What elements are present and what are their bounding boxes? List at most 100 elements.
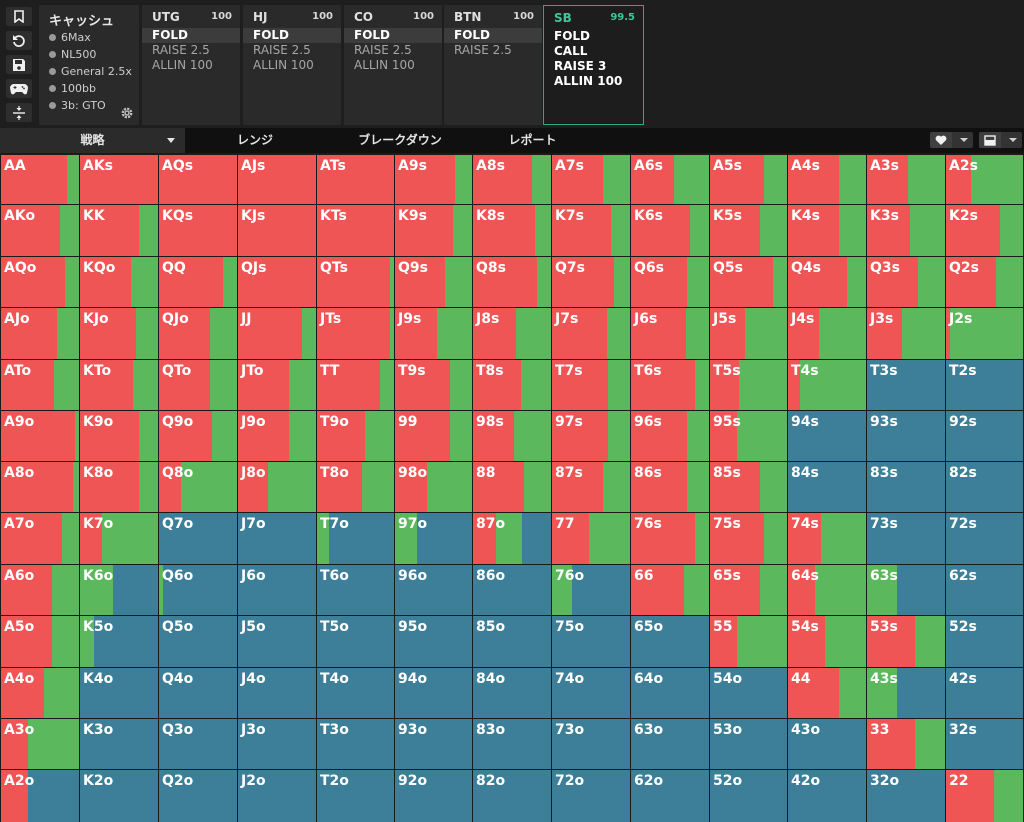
hand-cell[interactable]: AA [1,155,79,204]
hand-cell[interactable]: 72s [946,513,1023,564]
action-option[interactable]: FOLD [344,28,442,43]
hand-cell[interactable]: K8s [473,205,551,256]
action-option[interactable]: ALLIN 100 [152,58,213,72]
hand-cell[interactable]: K5s [710,205,787,256]
action-option[interactable]: RAISE 3 [554,59,607,73]
hand-cell[interactable]: 95s [710,411,787,461]
hand-cell[interactable]: 73o [552,719,630,769]
hand-cell[interactable]: 42s [946,668,1023,718]
hand-cell[interactable]: 65o [631,616,709,667]
hand-cell[interactable]: Q4o [159,668,237,718]
hand-cell[interactable]: QJo [159,308,237,359]
hand-cell[interactable]: Q2s [946,257,1023,307]
hand-cell[interactable]: Q9s [395,257,472,307]
hand-cell[interactable]: Q7o [159,513,237,564]
action-option[interactable]: ALLIN 100 [354,58,415,72]
hand-cell[interactable]: AJs [238,155,316,204]
hand-cell[interactable]: A6s [631,155,709,204]
hand-cell[interactable]: 87o [473,513,551,564]
hand-cell[interactable]: 97s [552,411,630,461]
action-option[interactable]: FOLD [243,28,341,43]
hand-cell[interactable]: QTo [159,360,237,410]
hand-cell[interactable]: 99 [395,411,472,461]
save-icon[interactable] [6,55,32,74]
hand-cell[interactable]: J6s [631,308,709,359]
layout-icon[interactable] [979,132,1001,148]
hand-cell[interactable]: AKo [1,205,79,256]
action-option[interactable]: ALLIN 100 [554,74,623,88]
hand-cell[interactable]: Q3s [867,257,945,307]
hand-cell[interactable]: J5o [238,616,316,667]
hand-cell[interactable]: J7o [238,513,316,564]
hand-cell[interactable]: 65s [710,565,787,615]
hand-cell[interactable]: AKs [80,155,158,204]
hand-cell[interactable]: AJo [1,308,79,359]
hand-cell[interactable]: K8o [80,462,158,512]
hand-cell[interactable]: 88 [473,462,551,512]
hand-cell[interactable]: A6o [1,565,79,615]
layout-dropdown[interactable] [979,132,1022,148]
hand-cell[interactable]: A3s [867,155,945,204]
hand-cell[interactable]: J4s [788,308,866,359]
hand-cell[interactable]: 43s [867,668,945,718]
hand-cell[interactable]: A9o [1,411,79,461]
hand-cell[interactable]: K7s [552,205,630,256]
hand-cell[interactable]: A2s [946,155,1023,204]
hand-cell[interactable]: 52s [946,616,1023,667]
hand-cell[interactable]: 42o [788,770,866,822]
hand-cell[interactable]: 53s [867,616,945,667]
hand-cell[interactable]: JTs [317,308,394,359]
hand-cell[interactable]: T3o [317,719,394,769]
hand-cell[interactable]: T7s [552,360,630,410]
hand-cell[interactable]: KTs [317,205,394,256]
hand-cell[interactable]: T7o [317,513,394,564]
hand-cell[interactable]: A8o [1,462,79,512]
hand-cell[interactable]: K9o [80,411,158,461]
hand-cell[interactable]: 96o [395,565,472,615]
hand-cell[interactable]: KQs [159,205,237,256]
hand-cell[interactable]: 64s [788,565,866,615]
hand-cell[interactable]: T9s [395,360,472,410]
hand-cell[interactable]: 87s [552,462,630,512]
collapse-icon[interactable] [6,103,32,122]
hand-cell[interactable]: 86o [473,565,551,615]
hand-cell[interactable]: 83s [867,462,945,512]
hand-cell[interactable]: Q3o [159,719,237,769]
hand-cell[interactable]: Q8o [159,462,237,512]
hand-cell[interactable]: A8s [473,155,551,204]
hand-cell[interactable]: 98o [395,462,472,512]
hand-cell[interactable]: A2o [1,770,79,822]
tab-strategy[interactable]: 戦略 [0,128,185,153]
hand-cell[interactable]: 82o [473,770,551,822]
hand-cell[interactable]: A9s [395,155,472,204]
hand-cell[interactable]: T3s [867,360,945,410]
action-option[interactable]: CALL [554,44,588,58]
position-hj[interactable]: HJ 100 FOLD RAISE 2.5 ALLIN 100 [243,5,341,125]
hand-cell[interactable]: K6o [80,565,158,615]
hand-cell[interactable]: J4o [238,668,316,718]
hand-cell[interactable]: T4s [788,360,866,410]
hand-cell[interactable]: 44 [788,668,866,718]
hand-cell[interactable]: A5o [1,616,79,667]
hand-cell[interactable]: Q4s [788,257,866,307]
hand-cell[interactable]: J2o [238,770,316,822]
hand-cell[interactable]: K3o [80,719,158,769]
hand-cell[interactable]: J9o [238,411,316,461]
hand-cell[interactable]: T8o [317,462,394,512]
hand-cell[interactable]: 84s [788,462,866,512]
hand-cell[interactable]: 54o [710,668,787,718]
hand-cell[interactable]: 52o [710,770,787,822]
action-option[interactable]: FOLD [444,28,542,43]
position-sb[interactable]: SB 99.5 FOLD CALL RAISE 3 ALLIN 100 [543,5,644,125]
hand-cell[interactable]: 66 [631,565,709,615]
hand-cell[interactable]: 84o [473,668,551,718]
hand-cell[interactable]: K2s [946,205,1023,256]
hand-cell[interactable]: A7s [552,155,630,204]
hand-cell[interactable]: 77 [552,513,630,564]
hand-cell[interactable]: K3s [867,205,945,256]
hand-cell[interactable]: 32s [946,719,1023,769]
hand-cell[interactable]: T4o [317,668,394,718]
hand-cell[interactable]: 75o [552,616,630,667]
hand-cell[interactable]: 76s [631,513,709,564]
hand-cell[interactable]: 74o [552,668,630,718]
